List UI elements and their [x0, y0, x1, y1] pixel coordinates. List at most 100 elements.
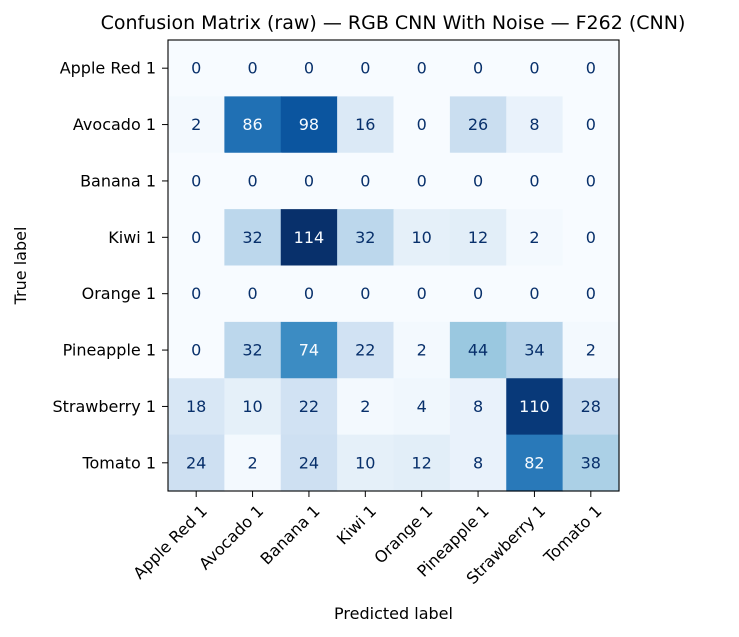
cell-value-label: 2	[191, 115, 201, 134]
cell-value-label: 0	[191, 284, 201, 303]
heatmap-cell	[280, 434, 338, 492]
heatmap-cell	[449, 96, 507, 154]
cell-value-label: 0	[473, 171, 483, 190]
heatmap-cell	[393, 265, 451, 323]
heatmap-cell	[393, 209, 451, 267]
cell-value-label: 0	[473, 284, 483, 303]
cell-value-label: 38	[581, 453, 601, 472]
cell-value-label: 32	[242, 341, 262, 360]
heatmap-cells: 0 0 0 0 0 0 0 0 2 86 98 16 0 26 8 0 0 0 0 0 0 0 0 0 0 32 114 32 10 12…	[168, 40, 620, 492]
heatmap-cell	[393, 40, 451, 97]
plot-frame	[167, 39, 620, 492]
heatmap-cell	[224, 265, 282, 323]
cell-value-label: 2	[417, 341, 427, 360]
cell-value-label: 0	[360, 59, 370, 78]
heatmap-cell	[337, 434, 395, 492]
heatmap-cell	[168, 209, 225, 267]
x-tick-label: Banana 1	[257, 501, 324, 568]
cell-value-label: 0	[417, 115, 427, 134]
cell-value-label: 74	[299, 341, 319, 360]
heatmap-cell	[393, 152, 451, 210]
x-tick-label: Apple Red 1	[129, 501, 211, 583]
heatmap-cell	[506, 321, 564, 379]
cell-value-label: 0	[586, 115, 596, 134]
cell-value-label: 0	[247, 171, 257, 190]
heatmap-cell	[280, 321, 338, 379]
heatmap-cell	[562, 434, 620, 492]
heatmap-cell	[280, 96, 338, 154]
cell-value-label: 12	[412, 453, 432, 472]
cell-value-label: 0	[586, 284, 596, 303]
heatmap-cell	[562, 96, 620, 154]
heatmap-cell	[280, 152, 338, 210]
heatmap-cell	[280, 209, 338, 267]
heatmap-cell	[168, 378, 225, 436]
cell-value-label: 24	[299, 453, 319, 472]
cell-value-label: 2	[529, 228, 539, 247]
heatmap-cell	[562, 265, 620, 323]
cell-value-label: 0	[191, 171, 201, 190]
cell-value-label: 2	[586, 341, 596, 360]
cell-value-label: 0	[360, 284, 370, 303]
heatmap-cell	[168, 321, 225, 379]
heatmap-cell	[337, 265, 395, 323]
heatmap-cell	[337, 378, 395, 436]
cell-value-label: 16	[355, 115, 375, 134]
heatmap-cell	[449, 378, 507, 436]
cell-value-label: 0	[304, 284, 314, 303]
cell-value-label: 34	[524, 341, 544, 360]
cell-value-label: 0	[586, 171, 596, 190]
heatmap-cell	[449, 209, 507, 267]
heatmap-cell	[449, 152, 507, 210]
cell-value-label: 8	[529, 115, 539, 134]
heatmap-cell	[506, 209, 564, 267]
heatmap-cell	[506, 40, 564, 97]
cell-value-label: 8	[473, 397, 483, 416]
cell-value-label: 24	[186, 453, 206, 472]
heatmap-cell	[280, 265, 338, 323]
heatmap-cell	[506, 96, 564, 154]
heatmap-cell	[393, 378, 451, 436]
cell-value-label: 82	[524, 453, 544, 472]
heatmap-cell	[168, 434, 225, 492]
heatmap-cell	[337, 96, 395, 154]
cell-value-label: 0	[417, 284, 427, 303]
cell-value-label: 0	[304, 59, 314, 78]
y-tick-label: Avocado 1	[73, 115, 156, 134]
heatmap-cell	[224, 378, 282, 436]
cell-value-label: 22	[299, 397, 319, 416]
cell-value-label: 0	[304, 171, 314, 190]
heatmap-cell	[393, 434, 451, 492]
cell-value-label: 0	[417, 171, 427, 190]
cell-value-label: 0	[247, 59, 257, 78]
cell-value-label: 2	[360, 397, 370, 416]
y-tick-label: Apple Red 1	[60, 59, 156, 78]
heatmap-cell	[449, 434, 507, 492]
heatmap-cell	[449, 265, 507, 323]
cell-value-label: 86	[242, 115, 262, 134]
cell-value-label: 4	[417, 397, 427, 416]
cell-value-label: 28	[581, 397, 601, 416]
cell-value-label: 0	[529, 59, 539, 78]
cell-value-label: 10	[355, 453, 375, 472]
heatmap-cell	[280, 40, 338, 97]
cell-value-label: 0	[247, 284, 257, 303]
heatmap-cell	[224, 40, 282, 97]
heatmap-cell	[562, 40, 620, 97]
y-axis-label: True label	[11, 227, 30, 306]
heatmap-cell	[393, 96, 451, 154]
cell-value-label: 110	[519, 397, 550, 416]
heatmap-cell	[337, 321, 395, 379]
cell-value-label: 22	[355, 341, 375, 360]
heatmap-cell	[224, 434, 282, 492]
cell-value-label: 44	[468, 341, 488, 360]
heatmap-cell	[562, 321, 620, 379]
x-tick-label: Kiwi 1	[333, 501, 380, 548]
heatmap-cell	[168, 40, 225, 97]
chart-title: Confusion Matrix (raw) — RGB CNN With No…	[101, 12, 686, 34]
cell-value-label: 12	[468, 228, 488, 247]
cell-value-label: 0	[191, 341, 201, 360]
cell-value-label: 18	[186, 397, 206, 416]
cell-value-label: 0	[529, 171, 539, 190]
